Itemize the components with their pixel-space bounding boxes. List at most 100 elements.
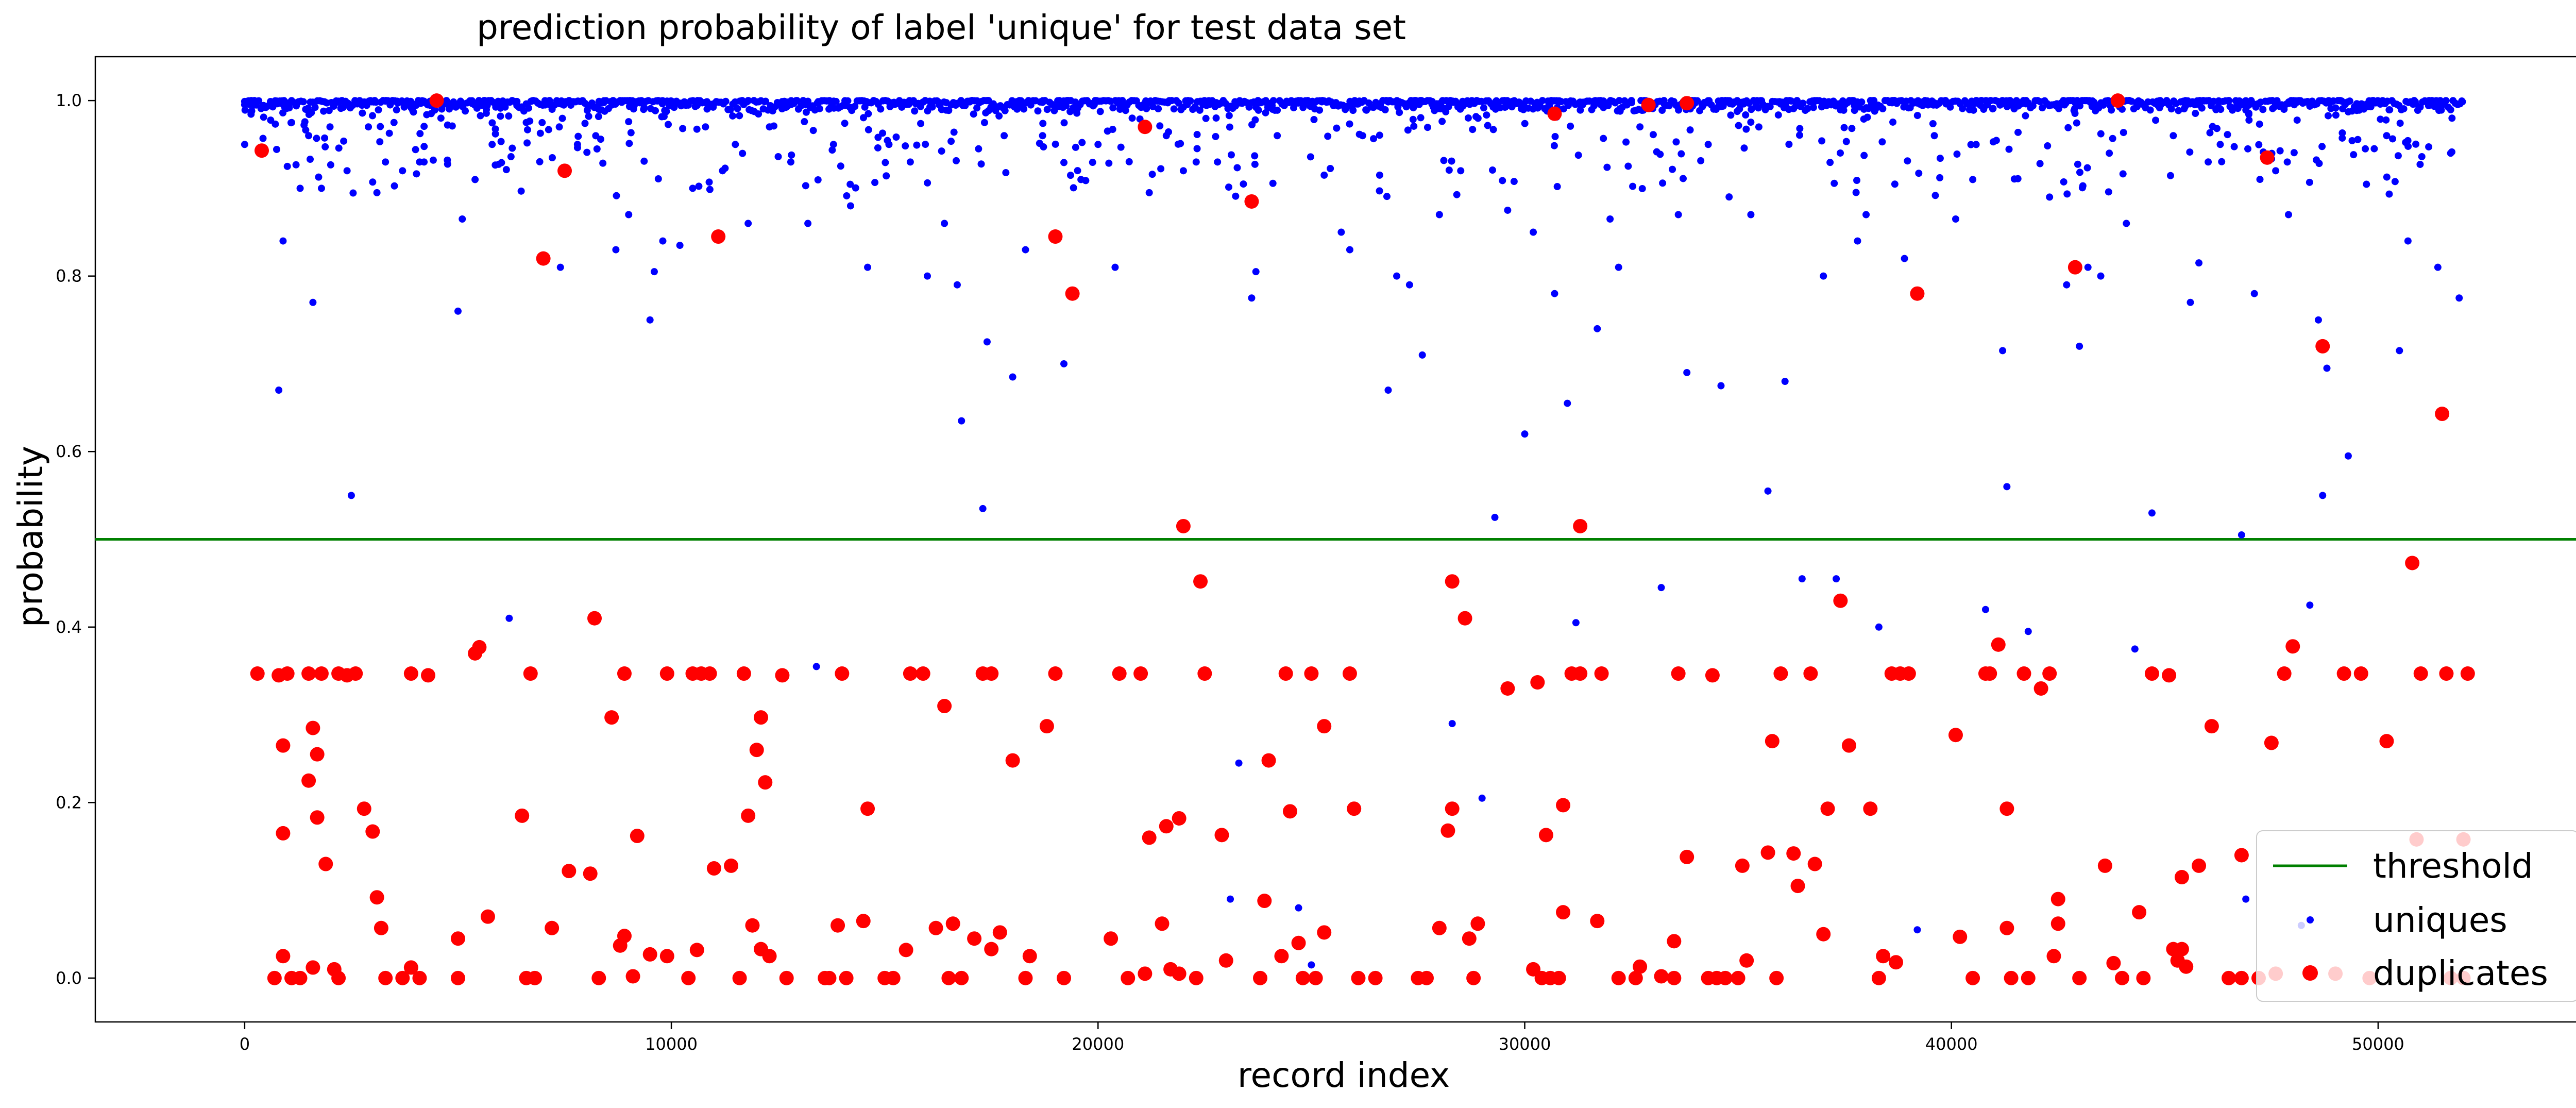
uniques-point bbox=[488, 119, 496, 127]
uniques-point bbox=[1502, 103, 1510, 111]
uniques-point bbox=[1972, 141, 1980, 148]
y-tick-label: 0.0 bbox=[56, 968, 82, 988]
uniques-point bbox=[497, 138, 505, 145]
uniques-point bbox=[2109, 135, 2116, 142]
uniques-point bbox=[2060, 178, 2067, 186]
uniques-point bbox=[2400, 105, 2408, 113]
uniques-point bbox=[2076, 169, 2083, 176]
uniques-point bbox=[1774, 111, 1782, 119]
duplicates-point bbox=[2336, 666, 2351, 681]
uniques-point bbox=[1439, 97, 1447, 105]
uniques-point bbox=[1104, 127, 1111, 135]
uniques-point bbox=[852, 184, 859, 192]
uniques-point bbox=[1916, 100, 1924, 108]
uniques-point bbox=[299, 98, 307, 106]
uniques-point bbox=[953, 281, 961, 289]
duplicates-point bbox=[2260, 150, 2275, 165]
uniques-point bbox=[420, 143, 428, 150]
duplicates-point bbox=[421, 668, 435, 683]
duplicates-point bbox=[1193, 574, 1208, 589]
duplicates-point bbox=[1556, 798, 1571, 813]
uniques-point bbox=[654, 175, 662, 183]
duplicates-point bbox=[1641, 97, 1656, 112]
uniques-point bbox=[788, 151, 795, 159]
duplicates-point bbox=[2106, 955, 2121, 970]
uniques-point bbox=[2404, 142, 2412, 150]
uniques-point bbox=[2207, 102, 2215, 110]
uniques-point bbox=[2039, 104, 2046, 112]
uniques-point bbox=[593, 145, 601, 153]
uniques-point bbox=[787, 158, 794, 166]
uniques-point bbox=[498, 159, 505, 166]
uniques-point bbox=[2213, 125, 2221, 132]
duplicates-point bbox=[2132, 905, 2147, 920]
uniques-point bbox=[2022, 112, 2029, 120]
duplicates-point bbox=[1065, 286, 1080, 301]
duplicates-point bbox=[1965, 970, 1980, 985]
uniques-point bbox=[391, 182, 398, 190]
uniques-point bbox=[2131, 645, 2139, 653]
duplicates-point bbox=[1999, 920, 2014, 935]
duplicates-point bbox=[1769, 970, 1784, 985]
uniques-point bbox=[975, 145, 982, 153]
duplicates-point bbox=[1470, 916, 1485, 931]
uniques-point bbox=[1418, 351, 1426, 359]
uniques-point bbox=[1469, 126, 1477, 133]
uniques-point bbox=[1251, 152, 1259, 160]
duplicates-point bbox=[856, 914, 871, 929]
uniques-point bbox=[1111, 263, 1119, 271]
uniques-point bbox=[1936, 174, 1944, 181]
uniques-point bbox=[334, 97, 342, 105]
uniques-point bbox=[2014, 128, 2022, 136]
uniques-point bbox=[1435, 211, 1443, 219]
uniques-point bbox=[371, 97, 379, 105]
duplicates-point bbox=[2097, 858, 2112, 873]
uniques-point bbox=[665, 121, 672, 128]
uniques-point bbox=[2083, 164, 2091, 172]
duplicates-point bbox=[1953, 929, 1968, 944]
uniques-point bbox=[2332, 111, 2340, 119]
uniques-point bbox=[2350, 151, 2358, 159]
duplicates-point bbox=[1991, 637, 2006, 652]
uniques-point bbox=[1727, 111, 1735, 119]
uniques-point bbox=[1733, 108, 1741, 115]
y-tick-label: 0.2 bbox=[56, 793, 82, 812]
uniques-point bbox=[2123, 220, 2130, 227]
uniques-series bbox=[241, 97, 2463, 969]
uniques-point bbox=[1013, 105, 1021, 113]
uniques-point bbox=[1409, 115, 1417, 123]
uniques-point bbox=[2353, 100, 2361, 108]
y-axis-label: probability bbox=[11, 446, 50, 627]
duplicates-point bbox=[1142, 830, 1157, 845]
uniques-point bbox=[2442, 97, 2450, 105]
uniques-point bbox=[412, 146, 419, 154]
uniques-point bbox=[1286, 98, 1294, 106]
uniques-point bbox=[1624, 162, 1632, 170]
uniques-point bbox=[2332, 104, 2340, 112]
duplicates-point bbox=[1138, 120, 1153, 135]
duplicates-point bbox=[1121, 970, 1136, 985]
uniques-point bbox=[1448, 157, 1455, 165]
uniques-point bbox=[1931, 192, 1939, 199]
uniques-point bbox=[703, 105, 711, 113]
uniques-point bbox=[2284, 211, 2292, 219]
duplicates-point bbox=[1022, 949, 1037, 964]
uniques-point bbox=[1022, 246, 1029, 254]
uniques-point bbox=[1879, 105, 1887, 113]
legend-box bbox=[2256, 830, 2576, 1002]
uniques-point bbox=[659, 237, 667, 245]
uniques-point bbox=[317, 184, 325, 192]
uniques-point bbox=[1964, 99, 1972, 107]
uniques-point bbox=[296, 184, 304, 192]
duplicates-point bbox=[681, 970, 696, 985]
uniques-point bbox=[829, 141, 837, 148]
duplicates-point bbox=[293, 970, 308, 985]
uniques-point bbox=[1073, 109, 1081, 117]
uniques-point bbox=[1255, 106, 1262, 114]
uniques-point bbox=[1448, 720, 1456, 728]
uniques-point bbox=[1394, 103, 1402, 111]
duplicates-point bbox=[1765, 734, 1780, 749]
duplicates-point bbox=[2144, 666, 2159, 681]
uniques-point bbox=[1212, 132, 1219, 140]
duplicates-point bbox=[1104, 931, 1118, 946]
